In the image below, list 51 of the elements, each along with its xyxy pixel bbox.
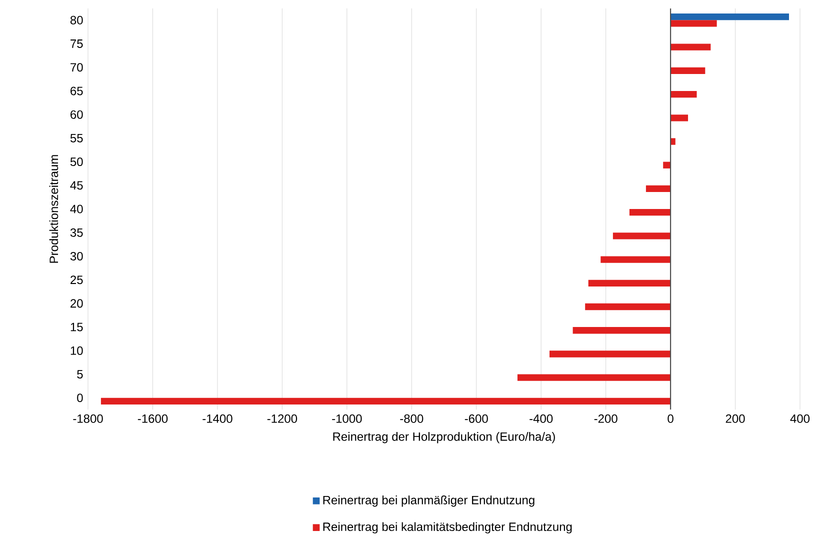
x-tick-label: -400	[530, 414, 553, 423]
y-tick-label: 15	[70, 322, 83, 332]
bar	[517, 374, 671, 381]
bar	[670, 13, 789, 20]
y-axis-title: Produktionszeitraum	[49, 155, 58, 263]
y-tick-label: 50	[70, 158, 83, 166]
bar	[612, 232, 671, 240]
bar	[663, 162, 671, 168]
bar	[670, 114, 688, 122]
x-tick-label: -1800	[73, 414, 103, 423]
bar	[585, 303, 671, 310]
x-tick-label: -1400	[202, 414, 232, 423]
bar	[100, 398, 671, 405]
bar	[670, 20, 717, 27]
x-axis-title: Reinertrag der Holzproduktion (Euro/ha/a)	[333, 432, 555, 444]
bar	[646, 185, 671, 192]
y-tick-label: 10	[70, 346, 83, 355]
y-tick-label: 35	[70, 228, 83, 237]
bar	[588, 280, 671, 286]
bar	[670, 138, 676, 145]
y-tick-label: 45	[70, 181, 83, 190]
bar	[629, 209, 671, 216]
x-tick-label: -1600	[138, 414, 168, 423]
y-tick-label: 75	[70, 40, 83, 48]
x-tick-label: 0	[668, 414, 674, 423]
y-tick-label: 55	[70, 134, 83, 142]
x-tick-label: -1200	[267, 414, 298, 423]
x-tick-label: -1000	[332, 414, 362, 423]
y-tick-label: 25	[70, 276, 83, 284]
y-tick-label: 70	[70, 63, 83, 72]
bar	[670, 67, 706, 74]
bar	[670, 44, 711, 50]
x-tick-label: 400	[790, 414, 810, 423]
x-tick-label: 200	[726, 414, 745, 423]
x-tick-label: -600	[464, 414, 488, 423]
bar	[572, 327, 671, 334]
y-tick-label: 0	[77, 394, 83, 402]
y-tick-label: 20	[70, 299, 83, 308]
bar	[670, 90, 697, 98]
legend-label: Reinertrag bei kalamitätsbedingter Endnutzung	[323, 522, 572, 534]
y-tick-label: 80	[70, 16, 83, 24]
legend-label: Reinertrag bei planmäßiger Endnutzung	[323, 496, 534, 507]
y-tick-label: 30	[70, 252, 83, 260]
bar	[600, 256, 671, 263]
y-tick-label: 5	[77, 370, 83, 378]
y-tick-label: 60	[70, 110, 83, 119]
x-tick-label: -200	[594, 414, 618, 423]
y-tick-label: 65	[70, 86, 83, 96]
y-tick-label: 40	[70, 204, 83, 214]
bar	[550, 350, 671, 358]
x-tick-label: -800	[400, 414, 424, 423]
